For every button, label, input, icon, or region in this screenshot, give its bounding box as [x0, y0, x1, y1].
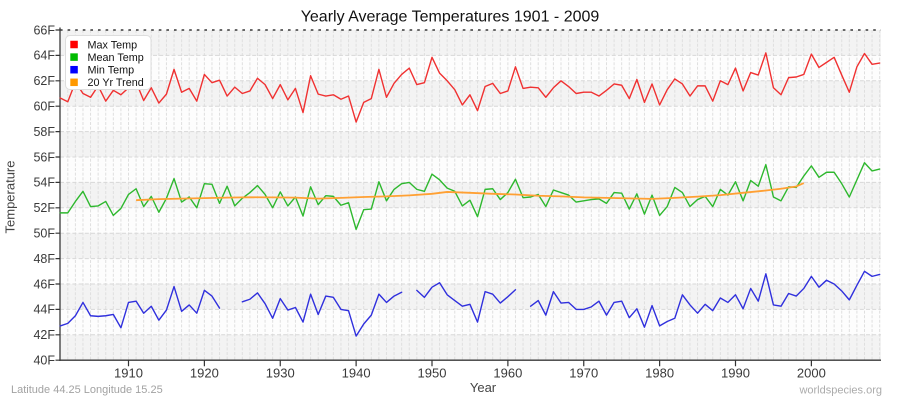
svg-text:Year: Year [470, 380, 497, 395]
svg-text:58F: 58F [33, 125, 55, 139]
svg-text:46F: 46F [33, 277, 55, 291]
svg-text:Temperature: Temperature [3, 161, 18, 234]
svg-text:62F: 62F [33, 74, 55, 88]
svg-text:20 Yr Trend: 20 Yr Trend [88, 77, 144, 89]
svg-text:48F: 48F [33, 252, 55, 266]
svg-text:1940: 1940 [342, 366, 371, 381]
svg-text:1920: 1920 [190, 366, 219, 381]
svg-text:worldspecies.org: worldspecies.org [798, 385, 882, 397]
svg-text:1970: 1970 [569, 366, 598, 381]
svg-text:1960: 1960 [493, 366, 522, 381]
svg-text:52F: 52F [33, 201, 55, 215]
svg-text:Latitude 44.25 Longitude 15.25: Latitude 44.25 Longitude 15.25 [11, 384, 163, 396]
svg-text:Max Temp: Max Temp [88, 39, 138, 51]
svg-text:1930: 1930 [266, 366, 295, 381]
svg-text:64F: 64F [33, 49, 55, 63]
svg-text:66F: 66F [33, 23, 55, 37]
svg-text:1910: 1910 [114, 366, 143, 381]
svg-text:1980: 1980 [645, 366, 674, 381]
svg-text:Mean Temp: Mean Temp [88, 52, 144, 64]
svg-text:50F: 50F [33, 227, 55, 241]
svg-text:44F: 44F [33, 303, 55, 317]
svg-text:54F: 54F [33, 176, 55, 190]
svg-text:Yearly Average Temperatures 19: Yearly Average Temperatures 1901 - 2009 [301, 9, 600, 26]
svg-text:56F: 56F [33, 150, 55, 164]
svg-text:1950: 1950 [418, 366, 447, 381]
svg-text:1990: 1990 [721, 366, 750, 381]
svg-text:2000: 2000 [797, 366, 826, 381]
svg-text:40F: 40F [33, 354, 55, 368]
svg-text:Min Temp: Min Temp [88, 65, 135, 77]
svg-text:42F: 42F [33, 328, 55, 342]
svg-text:60F: 60F [33, 100, 55, 114]
